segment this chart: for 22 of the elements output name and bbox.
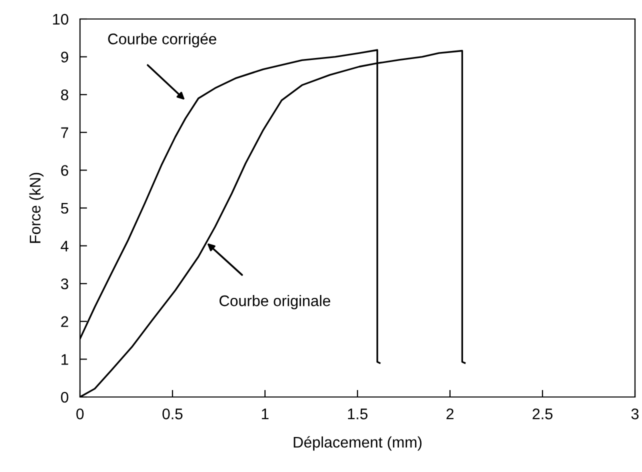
y-tick-label: 10 xyxy=(53,14,68,25)
y-tick-label: 0 xyxy=(60,392,68,403)
x-tick-label: 0 xyxy=(76,408,84,420)
y-axis-title: Force (kN) xyxy=(29,172,44,243)
y-tick-label: 7 xyxy=(61,127,68,138)
y-tick-label: 8 xyxy=(61,89,68,100)
x-axis-title: Déplacement (mm) xyxy=(294,436,422,451)
y-tick-label: 5 xyxy=(61,203,68,214)
x-tick-label: 1 xyxy=(262,408,269,420)
annotation: Courbe originale xyxy=(220,295,330,310)
y-tick-label: 4 xyxy=(60,240,68,252)
x-tick-label: 3 xyxy=(631,408,639,420)
x-tick-label: 2.5 xyxy=(532,408,552,420)
annotation: Courbe corrigée xyxy=(108,32,216,48)
y-tick-label: 2 xyxy=(61,316,68,327)
x-tick-label: 1.5 xyxy=(348,408,368,420)
y-tick-label: 1 xyxy=(62,354,68,365)
x-tick-label: 0.5 xyxy=(162,408,182,420)
y-tick-label: 6 xyxy=(61,165,68,176)
y-tick-label: 9 xyxy=(61,52,68,62)
y-tick-label: 3 xyxy=(60,278,68,290)
x-tick-label: 2 xyxy=(446,408,454,420)
